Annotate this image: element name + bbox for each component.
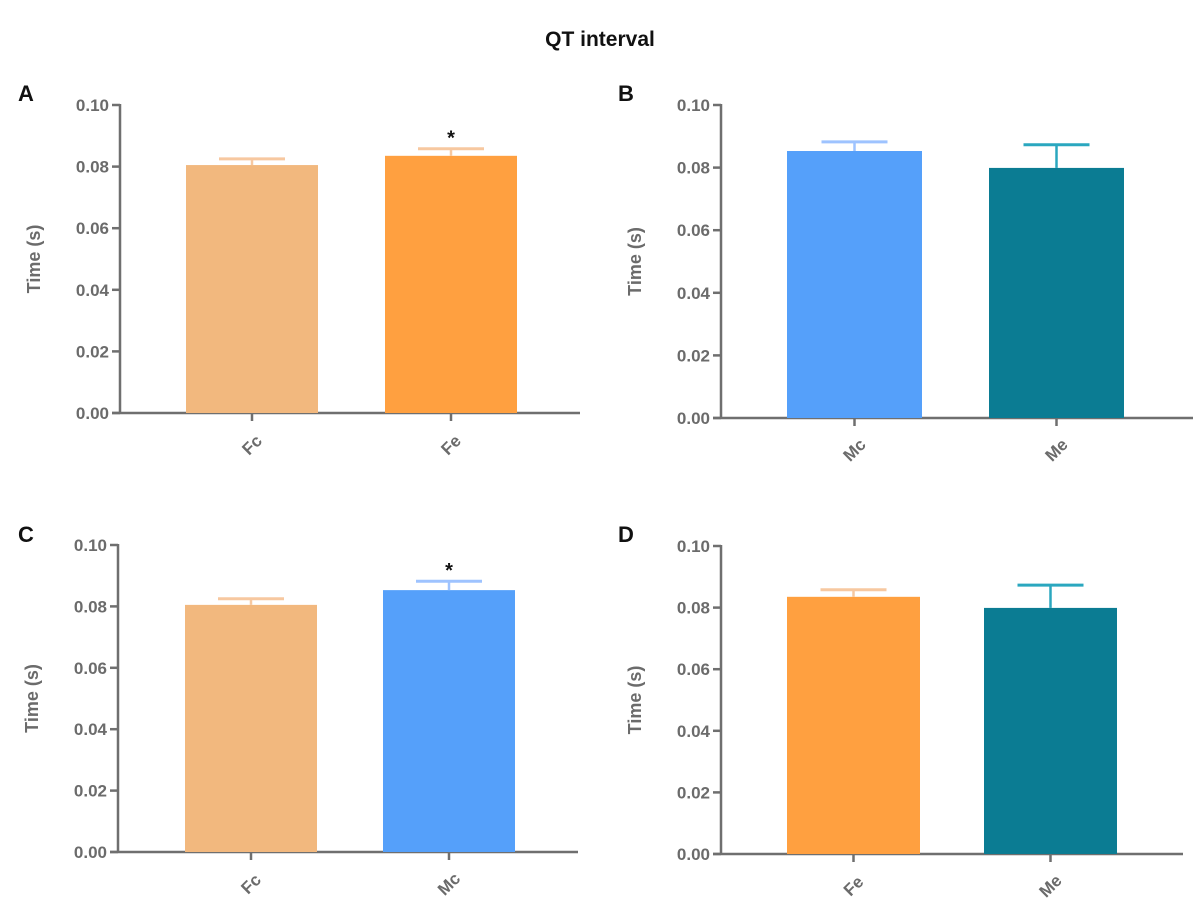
x-tick-label: Me bbox=[1036, 871, 1066, 901]
y-tick-label: 0.04 bbox=[677, 722, 711, 741]
y-axis-title: Time (s) bbox=[22, 664, 42, 733]
y-tick-label: 0.10 bbox=[677, 96, 710, 115]
bar-fe bbox=[787, 596, 920, 854]
y-tick-label: 0.04 bbox=[74, 720, 108, 739]
bar-me bbox=[984, 607, 1117, 854]
y-tick-label: 0.04 bbox=[76, 281, 110, 300]
bar-mc bbox=[787, 151, 922, 419]
panel-d: D 0.00 0.02 0.04 0.06 0.08 0.10 Time (s) Fe Me bbox=[618, 522, 1183, 901]
bar-fe bbox=[385, 155, 517, 413]
panel-letter: D bbox=[618, 522, 634, 547]
x-tick-label: Mc bbox=[840, 435, 870, 465]
y-tick-label: 0.02 bbox=[677, 346, 710, 365]
figure-title: QT interval bbox=[545, 28, 655, 51]
x-tick-label: Me bbox=[1042, 435, 1072, 465]
bar-fc bbox=[185, 604, 317, 852]
y-tick-label: 0.08 bbox=[677, 159, 710, 178]
y-tick-label: 0.00 bbox=[74, 843, 107, 862]
y-tick-label: 0.06 bbox=[76, 219, 109, 238]
y-tick-label: 0.02 bbox=[76, 342, 109, 361]
y-tick-label: 0.08 bbox=[74, 597, 107, 616]
x-tick-label: Mc bbox=[434, 869, 464, 899]
y-tick-label: 0.10 bbox=[74, 536, 107, 555]
y-tick-label: 0.00 bbox=[677, 409, 710, 428]
panel-letter: C bbox=[18, 522, 34, 547]
bar-me bbox=[989, 167, 1124, 418]
y-tick-label: 0.08 bbox=[76, 158, 109, 177]
y-tick-label: 0.06 bbox=[677, 660, 710, 679]
panel-c: C 0.00 0.02 0.04 0.06 0.08 0.10 Time (s) Fc * Mc bbox=[18, 522, 578, 899]
x-tick-label: Fe bbox=[437, 431, 464, 458]
significance-marker: * bbox=[445, 560, 453, 582]
y-tick-label: 0.04 bbox=[677, 284, 711, 303]
y-tick-label: 0.06 bbox=[677, 221, 710, 240]
y-axis-title: Time (s) bbox=[625, 227, 645, 296]
y-tick-label: 0.08 bbox=[677, 599, 710, 618]
y-tick-label: 0.00 bbox=[677, 845, 710, 864]
panel-a: A 0.00 0.02 0.04 0.06 0.08 0.10 Time (s) Fc * Fe bbox=[18, 81, 580, 459]
y-axis-title: Time (s) bbox=[625, 666, 645, 735]
panel-letter: A bbox=[18, 81, 34, 106]
panel-letter: B bbox=[618, 81, 634, 106]
y-tick-label: 0.10 bbox=[76, 96, 109, 115]
x-tick-label: Fc bbox=[237, 870, 264, 897]
y-tick-label: 0.06 bbox=[74, 659, 107, 678]
x-tick-label: Fe bbox=[840, 872, 867, 899]
y-axis-title: Time (s) bbox=[24, 225, 44, 294]
significance-marker: * bbox=[447, 128, 455, 150]
y-tick-label: 0.02 bbox=[74, 782, 107, 801]
bar-mc bbox=[383, 590, 515, 852]
y-tick-label: 0.02 bbox=[677, 783, 710, 802]
panel-b: B 0.00 0.02 0.04 0.06 0.08 0.10 Time (s) Mc Me bbox=[618, 81, 1193, 465]
y-tick-label: 0.10 bbox=[677, 537, 710, 556]
bar-fc bbox=[186, 165, 318, 413]
y-tick-label: 0.00 bbox=[76, 404, 109, 423]
x-tick-label: Fc bbox=[238, 431, 265, 458]
